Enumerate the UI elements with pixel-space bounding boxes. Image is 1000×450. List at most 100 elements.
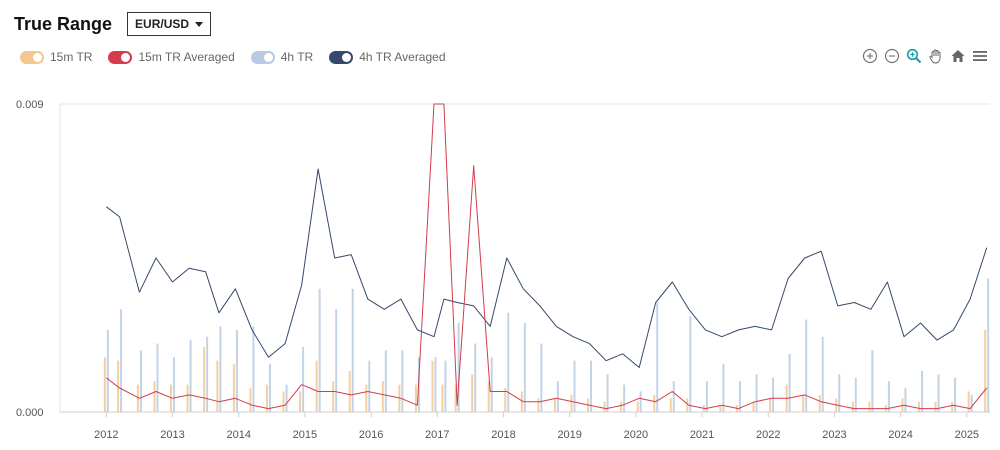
bar-15m-tr: [553, 398, 556, 412]
bar-4h-tr: [656, 302, 659, 412]
bar-15m-tr: [636, 401, 639, 412]
zoom-out-icon[interactable]: [884, 48, 900, 64]
y-tick-label: 0.009: [16, 99, 44, 111]
bar-15m-tr: [984, 329, 987, 412]
bar-4h-tr: [772, 377, 775, 412]
bar-4h-tr: [937, 374, 940, 412]
zoom-selection-icon[interactable]: [906, 48, 922, 64]
bar-15m-tr: [216, 360, 219, 412]
menu-icon[interactable]: [972, 48, 988, 64]
bar-15m-tr: [719, 405, 722, 412]
toggle-switch-icon[interactable]: [329, 50, 354, 64]
zoom-in-icon[interactable]: [862, 48, 878, 64]
bar-15m-tr: [136, 384, 139, 412]
bar-15m-tr: [570, 394, 573, 412]
bar-4h-tr: [189, 340, 192, 412]
legend-label: 4h TR Averaged: [359, 50, 446, 64]
x-tick-label: 2025: [955, 429, 979, 441]
bar-15m-tr: [868, 401, 871, 412]
bar-15m-tr: [504, 388, 507, 412]
line-4h-tr-averaged: [105, 168, 988, 368]
toggle-switch-icon[interactable]: [20, 50, 44, 64]
pair-select[interactable]: EUR/USD: [127, 12, 212, 36]
bar-15m-tr: [170, 384, 173, 412]
bar-4h-tr: [490, 357, 493, 412]
bar-15m-tr: [232, 364, 235, 412]
x-tick-label: 2013: [160, 429, 184, 441]
bar-4h-tr: [235, 329, 238, 412]
toggle-switch-icon[interactable]: [250, 50, 275, 64]
x-tick-label: 2023: [822, 429, 846, 441]
bar-4h-tr: [805, 319, 808, 412]
bar-4h-tr: [302, 346, 305, 412]
bar-15m-tr: [365, 384, 368, 412]
legend-item-15m-tr[interactable]: 15m TR: [20, 50, 92, 64]
bar-4h-tr: [705, 381, 708, 412]
home-icon[interactable]: [950, 48, 966, 64]
bar-4h-tr: [755, 374, 758, 412]
bar-4h-tr: [444, 360, 447, 412]
x-tick-label: 2012: [94, 429, 118, 441]
bar-15m-tr: [818, 394, 821, 412]
bar-4h-tr: [384, 350, 387, 412]
bar-4h-tr: [920, 370, 923, 412]
toggle-switch-icon[interactable]: [108, 50, 133, 64]
x-tick-label: 2020: [624, 429, 648, 441]
bar-4h-tr: [173, 357, 176, 412]
chart-header: True Range EUR/USD: [14, 12, 212, 36]
bar-4h-tr: [738, 381, 741, 412]
bar-4h-tr: [854, 377, 857, 412]
bar-4h-tr: [672, 381, 675, 412]
bar-4h-tr: [623, 384, 626, 412]
pan-icon[interactable]: [928, 48, 944, 64]
y-tick-label: 0.000: [16, 407, 44, 419]
bar-4h-tr: [689, 316, 692, 412]
bar-4h-tr: [970, 394, 973, 412]
x-tick-label: 2017: [425, 429, 449, 441]
bar-15m-tr: [934, 401, 937, 412]
x-tick-label: 2015: [293, 429, 317, 441]
bar-4h-tr: [590, 360, 593, 412]
legend-item-4h-tr[interactable]: 4h TR: [250, 50, 314, 64]
bar-15m-tr: [487, 381, 490, 412]
bar-4h-tr: [269, 364, 272, 412]
page-title: True Range: [14, 13, 113, 34]
bar-4h-tr: [252, 326, 255, 412]
legend-label: 4h TR: [280, 50, 314, 64]
bar-4h-tr: [556, 381, 559, 412]
line-15m-tr-averaged: [105, 103, 988, 410]
bar-4h-tr: [788, 353, 791, 412]
bar-4h-tr: [954, 377, 957, 412]
bar-15m-tr: [441, 384, 444, 412]
bar-15m-tr: [203, 346, 206, 412]
chevron-down-icon: [195, 21, 204, 27]
bar-4h-tr: [434, 357, 437, 412]
bar-15m-tr: [315, 360, 318, 412]
x-tick-label: 2022: [756, 429, 780, 441]
legend-item-4h-tr-averaged[interactable]: 4h TR Averaged: [329, 50, 446, 64]
bar-4h-tr: [206, 336, 209, 412]
bar-4h-tr: [318, 288, 321, 412]
legend-label: 15m TR Averaged: [138, 50, 235, 64]
bar-4h-tr: [606, 374, 609, 412]
bar-4h-tr: [335, 309, 338, 412]
x-tick-label: 2018: [491, 429, 515, 441]
bar-4h-tr: [507, 312, 510, 412]
bar-4h-tr: [722, 364, 725, 412]
bar-15m-tr: [520, 391, 523, 412]
x-tick-label: 2021: [690, 429, 714, 441]
bar-4h-tr: [821, 336, 824, 412]
chart-toolbar: [862, 48, 988, 64]
bar-15m-tr: [967, 391, 970, 412]
bar-15m-tr: [431, 360, 434, 412]
bar-15m-tr: [282, 391, 285, 412]
bar-4h-tr: [351, 288, 354, 412]
legend-item-15m-tr-averaged[interactable]: 15m TR Averaged: [108, 50, 235, 64]
bar-15m-tr: [186, 384, 189, 412]
bar-15m-tr: [381, 381, 384, 412]
bar-4h-tr: [573, 360, 576, 412]
bar-4h-tr: [219, 326, 222, 412]
bar-15m-tr: [471, 374, 474, 412]
bar-4h-tr: [838, 374, 841, 412]
bar-15m-tr: [249, 388, 252, 412]
